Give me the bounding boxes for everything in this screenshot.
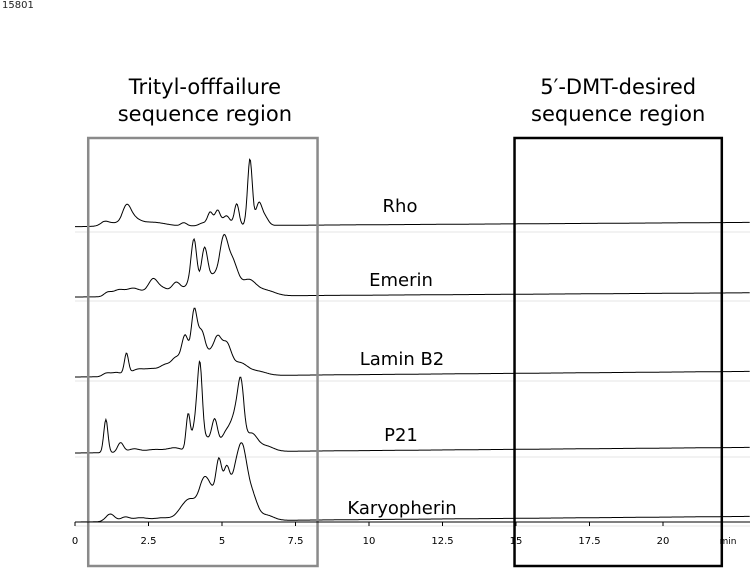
region-box bbox=[513, 136, 724, 568]
trace-label: Emerin bbox=[369, 270, 433, 291]
x-tick-label: 12.5 bbox=[431, 536, 453, 547]
trace-lamin-b2 bbox=[75, 307, 750, 378]
x-tick-label: 10 bbox=[363, 536, 376, 547]
trace-rho bbox=[75, 158, 750, 228]
trace-labels: Rho Emerin Lamin B2 P21 Karyopherin bbox=[347, 196, 456, 519]
trace-label: Lamin B2 bbox=[360, 349, 445, 370]
region-label: 5′-DMT-desired bbox=[540, 75, 696, 99]
x-axis: 0 2.5 5 7.5 10 12.5 15 17.5 20 min bbox=[72, 521, 750, 547]
trace-label: P21 bbox=[384, 425, 418, 446]
region-label: sequence region bbox=[531, 102, 705, 126]
region-label: Trityl-offfailure bbox=[128, 75, 281, 99]
chromatogram-traces bbox=[75, 158, 750, 523]
trace-label: Karyopherin bbox=[347, 498, 456, 519]
x-tick-label: 15 bbox=[510, 536, 523, 547]
x-tick-label: 7.5 bbox=[288, 536, 304, 547]
sequence-regions: Trityl-offfailure sequence region 5′-DMT-d… bbox=[86, 75, 724, 568]
trace-label: Rho bbox=[383, 196, 418, 217]
grid-lines bbox=[75, 231, 750, 527]
figure-id: 15801 bbox=[2, 0, 34, 11]
trace-emerin bbox=[75, 233, 750, 298]
trace-p21 bbox=[75, 360, 750, 454]
region-box bbox=[86, 136, 319, 568]
x-tick-label: 17.5 bbox=[578, 536, 600, 547]
trace-karyopherin bbox=[75, 442, 750, 523]
x-tick-label: 0 bbox=[72, 536, 78, 547]
x-tick-label: 20 bbox=[657, 536, 670, 547]
x-tick-label: 2.5 bbox=[141, 536, 157, 547]
region-label: sequence region bbox=[118, 102, 292, 126]
x-tick-label: 5 bbox=[219, 536, 225, 547]
x-unit-label: min bbox=[720, 537, 737, 547]
